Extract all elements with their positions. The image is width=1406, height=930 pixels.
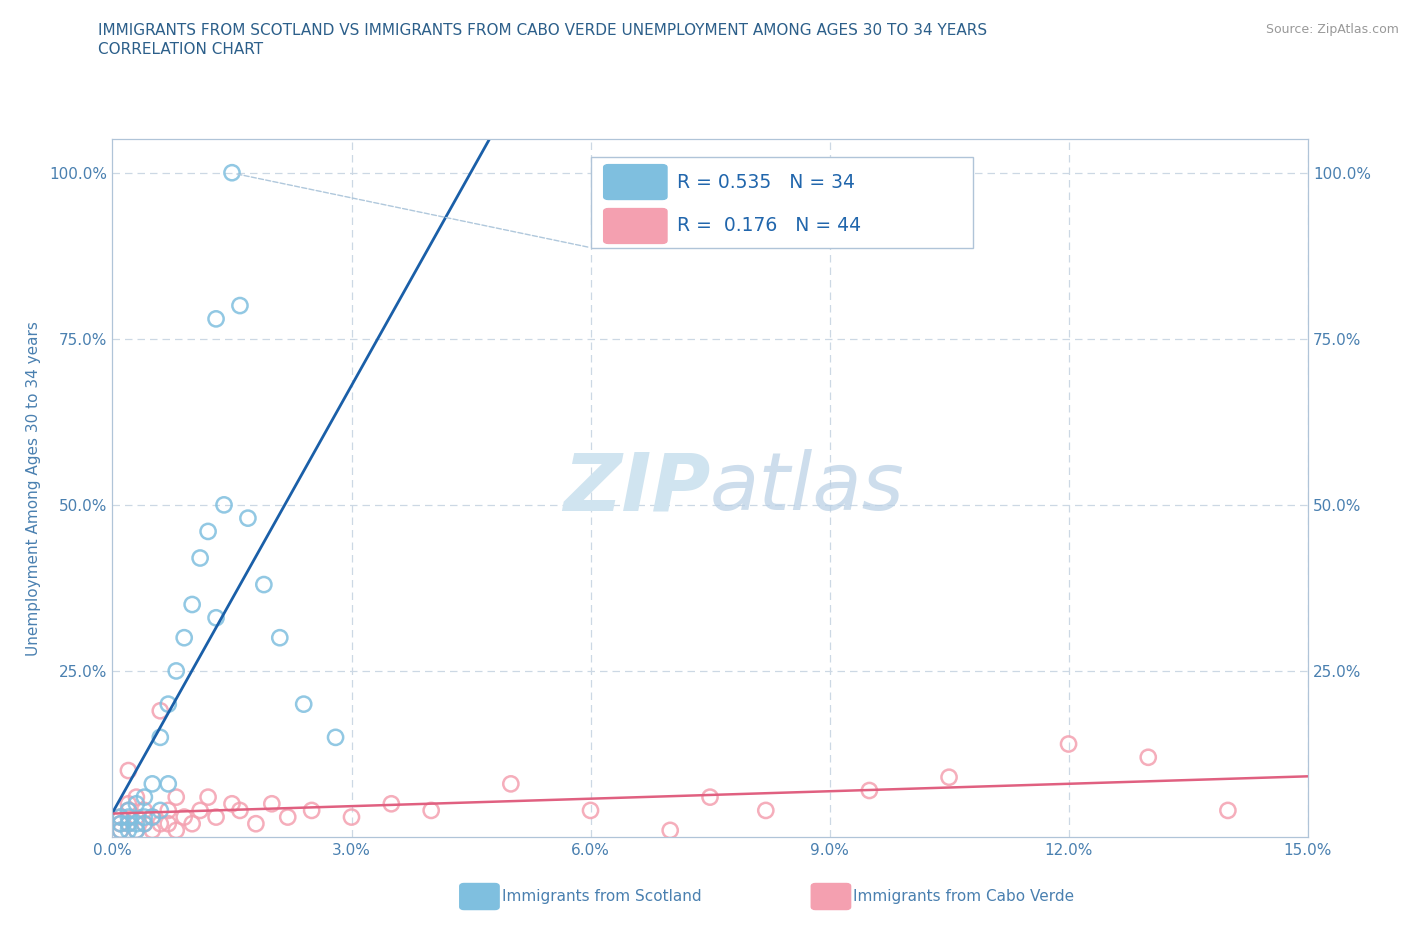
Point	[117, 810, 139, 825]
Point	[292, 697, 315, 711]
Point	[149, 803, 172, 817]
Point	[110, 823, 132, 838]
Y-axis label: Unemployment Among Ages 30 to 34 years: Unemployment Among Ages 30 to 34 years	[25, 321, 41, 656]
Point	[420, 803, 443, 817]
Point	[141, 810, 163, 825]
Point	[134, 817, 156, 831]
Text: CORRELATION CHART: CORRELATION CHART	[98, 42, 263, 57]
Point	[157, 817, 180, 831]
Point	[117, 803, 139, 817]
Point	[141, 810, 163, 825]
Point	[269, 631, 291, 645]
Point	[141, 777, 163, 791]
Point	[125, 810, 148, 825]
Point	[1057, 737, 1080, 751]
Point	[125, 823, 148, 838]
Point	[173, 631, 195, 645]
Point	[165, 823, 187, 838]
Point	[245, 817, 267, 831]
Text: atlas: atlas	[710, 449, 905, 527]
Point	[340, 810, 363, 825]
Point	[659, 823, 682, 838]
Point	[579, 803, 602, 817]
FancyBboxPatch shape	[603, 208, 666, 244]
Point	[229, 803, 252, 817]
Point	[117, 796, 139, 811]
Point	[188, 803, 211, 817]
Text: R = 0.535   N = 34: R = 0.535 N = 34	[676, 173, 855, 192]
Point	[380, 796, 402, 811]
Point	[938, 770, 960, 785]
Point	[858, 783, 880, 798]
Point	[134, 817, 156, 831]
Point	[221, 166, 243, 180]
Point	[221, 796, 243, 811]
Point	[301, 803, 323, 817]
Point	[110, 810, 132, 825]
Point	[260, 796, 283, 811]
FancyBboxPatch shape	[460, 884, 499, 910]
Point	[149, 817, 172, 831]
Point	[165, 790, 187, 804]
Text: Immigrants from Cabo Verde: Immigrants from Cabo Verde	[853, 889, 1074, 904]
Point	[117, 817, 139, 831]
Point	[157, 697, 180, 711]
Point	[212, 498, 235, 512]
Point	[325, 730, 347, 745]
Point	[181, 817, 204, 831]
Text: IMMIGRANTS FROM SCOTLAND VS IMMIGRANTS FROM CABO VERDE UNEMPLOYMENT AMONG AGES 3: IMMIGRANTS FROM SCOTLAND VS IMMIGRANTS F…	[98, 23, 987, 38]
Point	[181, 597, 204, 612]
Point	[149, 703, 172, 718]
Point	[499, 777, 522, 791]
Point	[205, 810, 228, 825]
Point	[149, 730, 172, 745]
Point	[134, 790, 156, 804]
Point	[173, 810, 195, 825]
Point	[1216, 803, 1239, 817]
Text: Source: ZipAtlas.com: Source: ZipAtlas.com	[1265, 23, 1399, 36]
Point	[699, 790, 721, 804]
Point	[236, 511, 259, 525]
Point	[134, 803, 156, 817]
Point	[125, 823, 148, 838]
FancyBboxPatch shape	[811, 884, 851, 910]
Point	[141, 823, 163, 838]
Point	[1137, 750, 1160, 764]
Point	[253, 578, 276, 592]
Point	[197, 524, 219, 538]
Point	[157, 803, 180, 817]
Point	[134, 810, 156, 825]
Point	[188, 551, 211, 565]
Point	[229, 299, 252, 313]
Point	[117, 803, 139, 817]
Point	[165, 663, 187, 678]
Point	[125, 796, 148, 811]
Point	[197, 790, 219, 804]
FancyBboxPatch shape	[603, 165, 666, 200]
Point	[277, 810, 299, 825]
Point	[205, 610, 228, 625]
Point	[110, 823, 132, 838]
Point	[157, 777, 180, 791]
Text: R =  0.176   N = 44: R = 0.176 N = 44	[676, 217, 860, 235]
Point	[755, 803, 778, 817]
Text: ZIP: ZIP	[562, 449, 710, 527]
Point	[117, 823, 139, 838]
Point	[125, 790, 148, 804]
FancyBboxPatch shape	[591, 157, 973, 247]
Point	[125, 817, 148, 831]
Point	[117, 764, 139, 778]
Text: Immigrants from Scotland: Immigrants from Scotland	[502, 889, 702, 904]
Point	[110, 810, 132, 825]
Point	[117, 817, 139, 831]
Point	[205, 312, 228, 326]
Point	[110, 817, 132, 831]
Point	[110, 817, 132, 831]
